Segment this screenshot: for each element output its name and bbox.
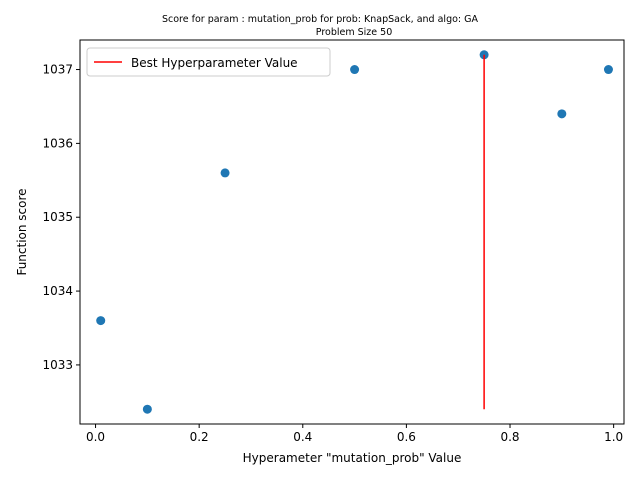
x-tick-label: 1.0 <box>604 430 623 444</box>
y-tick-label: 1035 <box>42 210 73 224</box>
y-tick-label: 1034 <box>42 284 73 298</box>
x-tick-label: 0.8 <box>500 430 519 444</box>
x-tick-label: 0.0 <box>86 430 105 444</box>
y-axis: 1033 1034 1035 1036 1037 <box>42 63 80 372</box>
data-point <box>557 109 567 119</box>
legend-label-best-value: Best Hyperparameter Value <box>131 56 298 70</box>
chart-title-line2: Problem Size 50 <box>316 27 392 38</box>
y-axis-label: Function score <box>15 188 29 275</box>
data-point <box>603 65 613 75</box>
chart-title-line1: Score for param : mutation_prob for prob… <box>162 14 479 25</box>
y-tick-label: 1037 <box>42 63 73 77</box>
axes-frame <box>79 39 625 425</box>
x-tick-label: 0.4 <box>293 430 312 444</box>
data-point <box>96 316 106 326</box>
plot-area <box>96 50 613 414</box>
data-point <box>220 168 230 178</box>
data-point <box>350 65 360 75</box>
x-tick-label: 0.2 <box>190 430 209 444</box>
legend-box <box>86 47 331 77</box>
x-axis: 0.0 0.2 0.4 0.6 0.8 1.0 <box>86 424 623 444</box>
y-tick-label: 1036 <box>42 136 73 150</box>
x-axis-label: Hyperameter "mutation_prob" Value <box>243 451 462 465</box>
data-point <box>142 404 152 414</box>
y-tick-label: 1033 <box>42 358 73 372</box>
x-tick-label: 0.6 <box>397 430 416 444</box>
legend: Best Hyperparameter Value <box>86 47 331 77</box>
